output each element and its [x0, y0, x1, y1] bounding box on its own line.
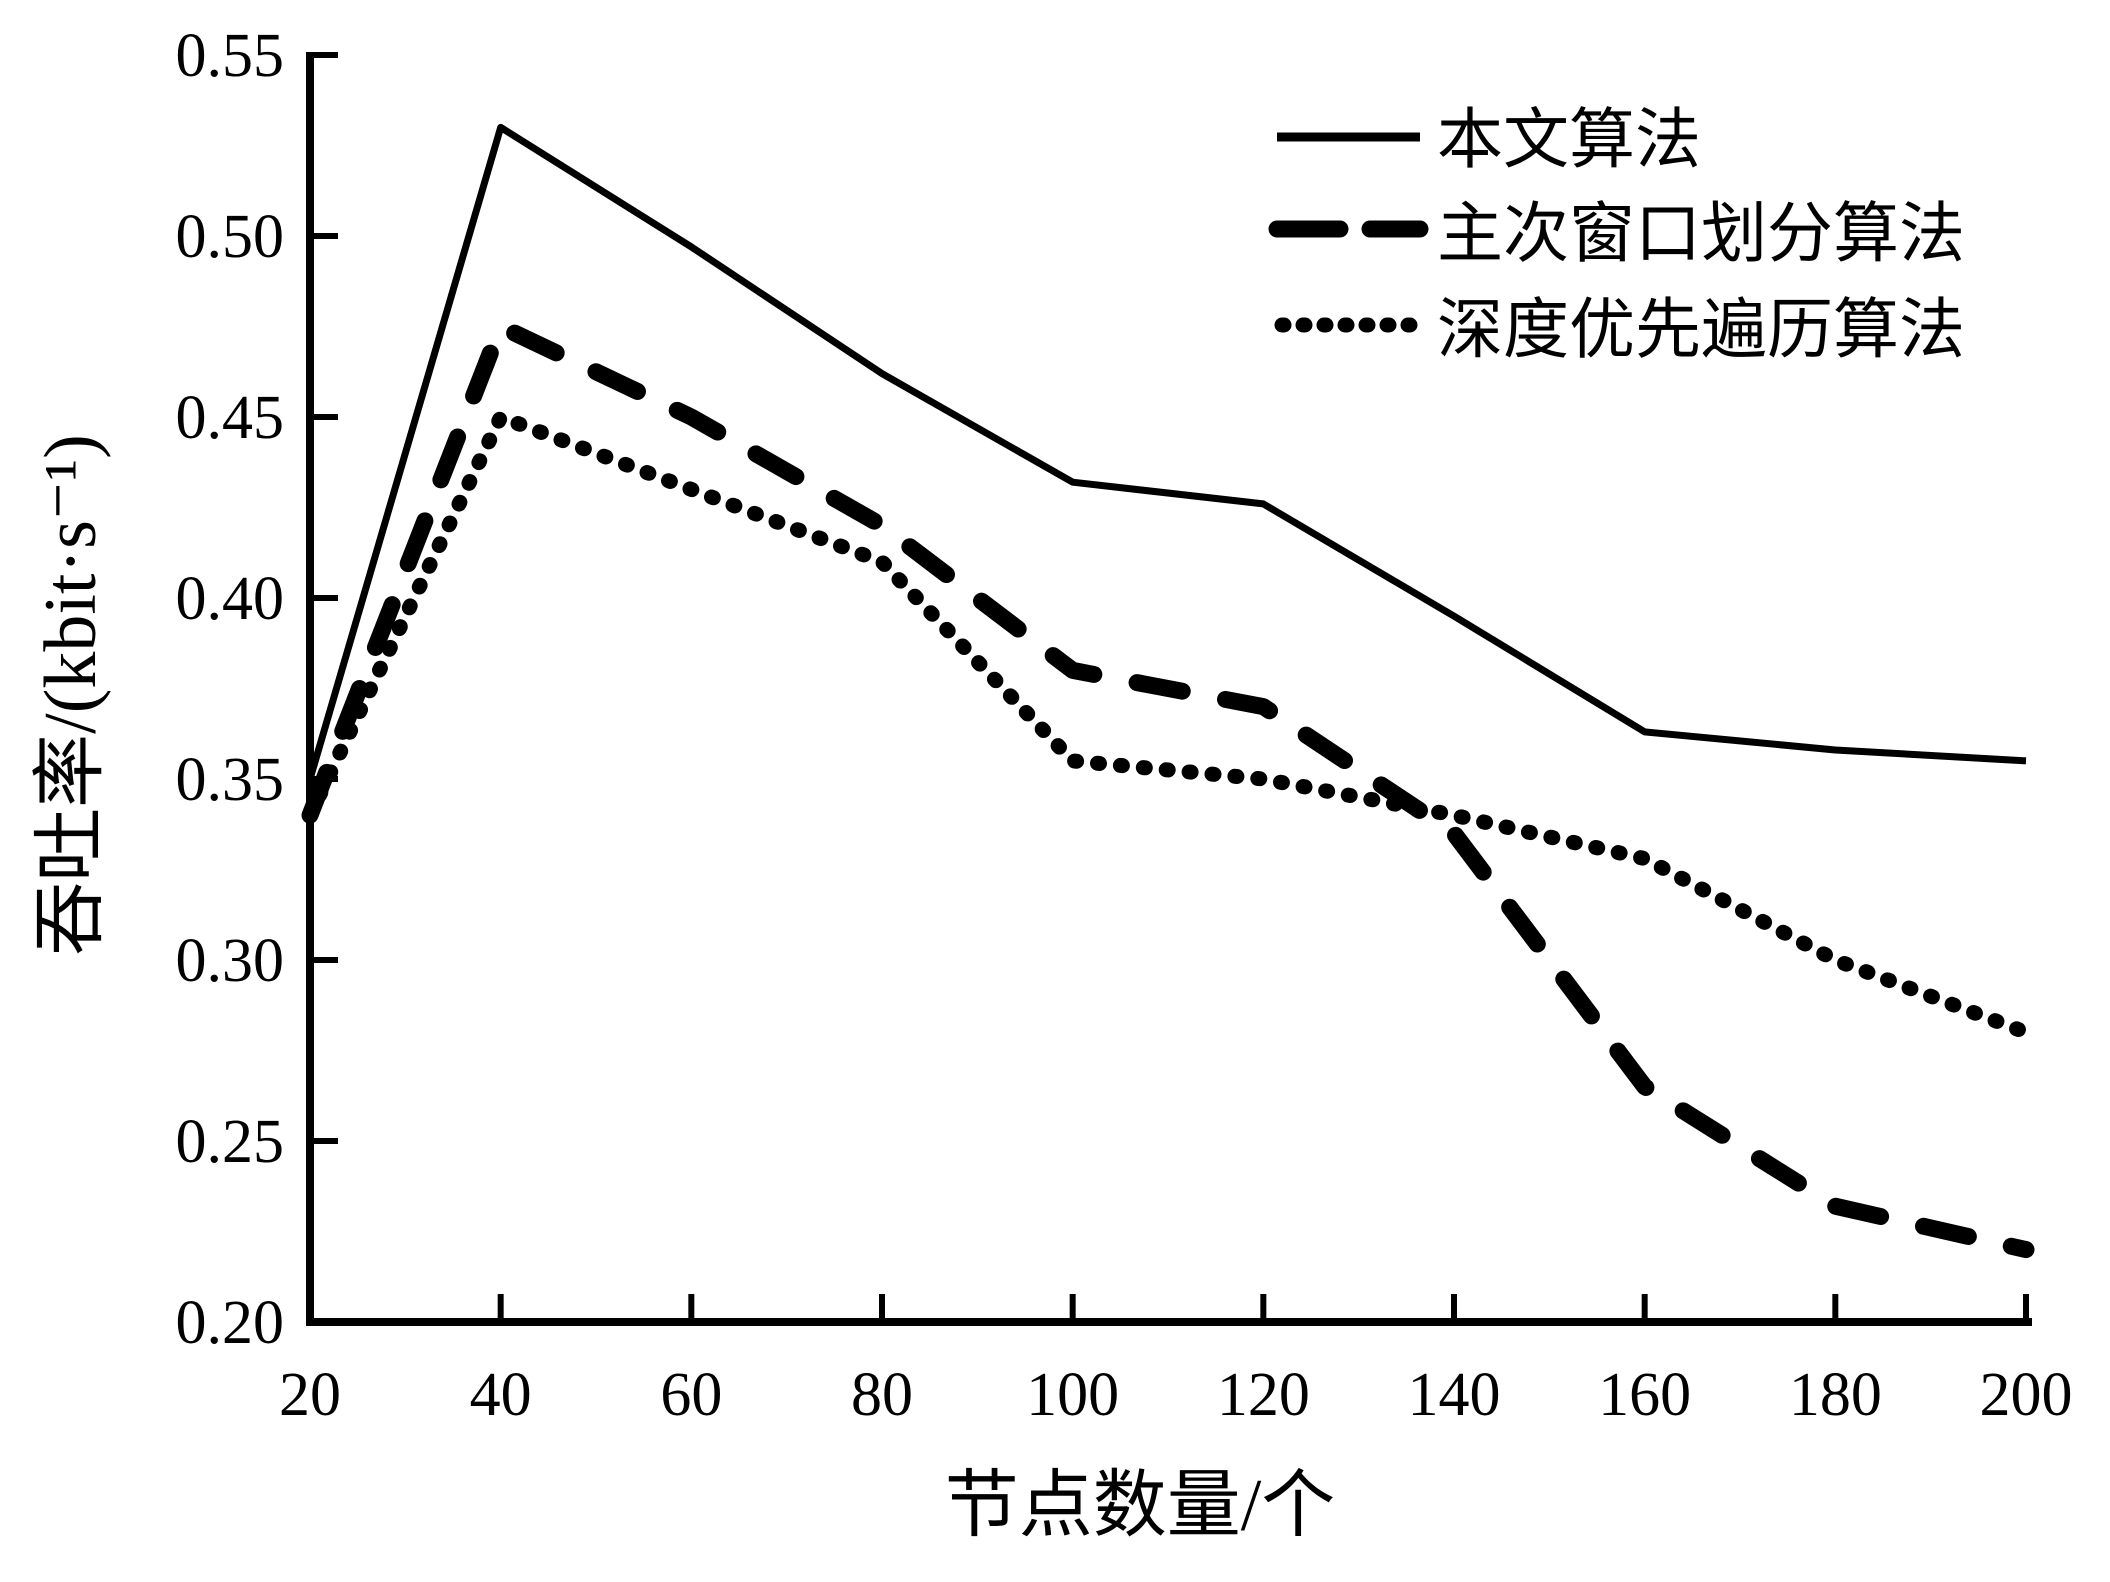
series-line-solid	[306, 123, 2027, 780]
series-line-dashed	[301, 318, 2035, 1259]
axes	[306, 52, 2032, 1326]
legend-label-dashed: 主次窗口划分算法	[1437, 198, 1965, 271]
x-tick-label: 80	[851, 1361, 913, 1429]
y-axis-title: 吞吐率/(kbit·s⁻¹)	[30, 434, 112, 956]
series-line-dotted	[302, 409, 2034, 1040]
y-tick-label: 0.45	[176, 384, 285, 452]
tick-labels: 20 40 60 80 100 120 140 160 180 200 0.55 0.50 0.45 0.…	[176, 22, 2073, 1429]
x-tick-label: 140	[1408, 1361, 1501, 1429]
x-tick-label: 180	[1789, 1361, 1882, 1429]
y-tick-label: 0.25	[176, 1108, 285, 1176]
y-tick-label: 0.55	[176, 22, 285, 90]
x-tick-label: 160	[1598, 1361, 1691, 1429]
y-tick-label: 0.20	[176, 1289, 285, 1357]
legend: 本文算法 主次窗口划分算法 深度优先遍历算法	[1268, 104, 1965, 367]
x-tick-label: 100	[1026, 1361, 1119, 1429]
x-tick-label: 20	[279, 1361, 341, 1429]
x-tick-label: 60	[660, 1361, 722, 1429]
x-tick-label: 200	[1980, 1361, 2073, 1429]
tick-marks	[307, 52, 2029, 1325]
y-tick-label: 0.30	[176, 927, 285, 995]
x-axis-title: 节点数量/个	[945, 1465, 1336, 1547]
x-tick-label: 40	[470, 1361, 532, 1429]
y-tick-label: 0.50	[176, 203, 285, 271]
legend-item-dashed: 主次窗口划分算法	[1268, 198, 1965, 271]
series-lines	[301, 123, 2035, 1259]
legend-label-dotted: 深度优先遍历算法	[1437, 294, 1965, 367]
x-tick-label: 120	[1217, 1361, 1310, 1429]
legend-item-solid: 本文算法	[1277, 104, 1701, 177]
legend-label-solid: 本文算法	[1437, 104, 1701, 177]
legend-item-dotted: 深度优先遍历算法	[1274, 294, 1965, 367]
y-tick-label: 0.35	[176, 746, 285, 814]
y-tick-label: 0.40	[176, 565, 285, 633]
